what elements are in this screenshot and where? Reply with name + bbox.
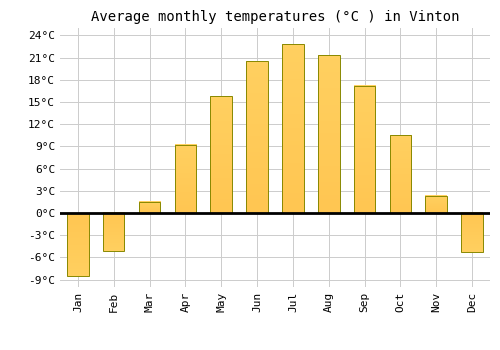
Bar (103, 213, 124, 252)
Bar (210, 96, 232, 213)
Bar (282, 44, 304, 213)
Title: Average monthly temperatures (°C ) in Vinton: Average monthly temperatures (°C ) in Vi… (91, 10, 459, 24)
Bar (103, 213, 124, 252)
Bar (354, 86, 376, 213)
Bar (390, 135, 411, 213)
Bar (139, 202, 160, 213)
Bar (139, 202, 160, 213)
Bar (462, 213, 483, 252)
Bar (67, 213, 88, 276)
Bar (426, 196, 447, 213)
Bar (174, 145, 196, 213)
Bar (282, 44, 304, 213)
Bar (318, 55, 340, 213)
Bar (174, 145, 196, 213)
Bar (246, 61, 268, 213)
Bar (67, 213, 88, 276)
Bar (426, 196, 447, 213)
Bar (210, 96, 232, 213)
Bar (354, 86, 376, 213)
Bar (246, 61, 268, 213)
Bar (318, 55, 340, 213)
Bar (462, 213, 483, 252)
Bar (390, 135, 411, 213)
